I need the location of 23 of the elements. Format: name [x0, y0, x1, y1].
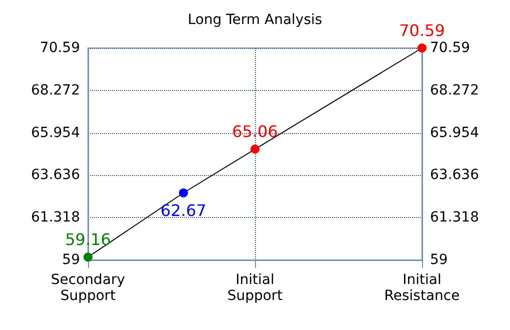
y2-tick-label: 63.636 [430, 167, 480, 184]
data-label: 65.06 [232, 122, 278, 142]
y2-tick-label: 65.954 [430, 124, 480, 141]
y2-tick-label: 59 [430, 252, 448, 268]
y2-tick-label: 70.59 [430, 40, 470, 56]
y-tick-label: 65.954 [31, 124, 80, 141]
point [178, 188, 188, 198]
point [418, 44, 426, 52]
data-label: 62.67 [160, 200, 206, 220]
point [84, 252, 92, 262]
x-tick-label: Secondary Support [50, 272, 126, 304]
point [250, 144, 260, 154]
y2-tick-label: 68.272 [430, 82, 479, 98]
chart-title: Long Term Analysis [188, 12, 322, 28]
y-tick-label: 70.59 [40, 40, 80, 56]
x-tick-label: Initial Support [227, 272, 284, 304]
y2-tick-label: 61.318 [430, 210, 479, 226]
x-tick-label: Initial Resistance [384, 272, 460, 304]
y-tick-label: 61.318 [31, 210, 80, 226]
y-tick-label: 59 [62, 252, 80, 268]
y-tick-label: 63.636 [31, 167, 80, 184]
y-tick-label: 68.272 [31, 82, 80, 98]
data-label: 70.59 [399, 21, 445, 40]
